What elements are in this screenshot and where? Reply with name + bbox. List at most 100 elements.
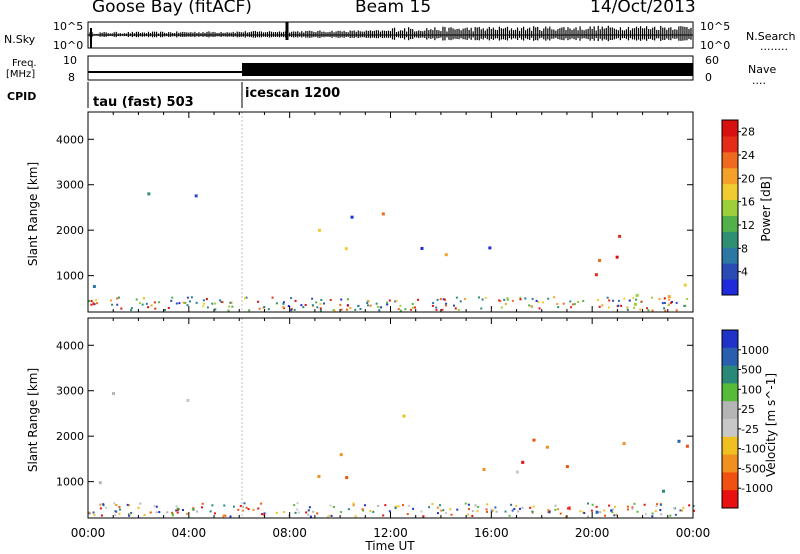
echo-noise-cell [352,504,355,507]
echo-noise-cell [595,505,598,508]
echo-noise-cell [557,508,560,511]
echo-noise-cell [455,296,458,299]
echo-noise-cell [290,308,293,311]
echo-noise-cell [366,304,369,307]
echo-noise-cell [566,507,569,510]
echo-noise-cell [631,507,634,510]
echo-noise-cell [490,508,493,511]
echo-cell [318,228,322,232]
echo-noise-cell [211,302,214,305]
echo-cell [345,476,349,480]
echo-noise-cell [635,298,638,301]
echo-noise-cell [500,306,503,309]
echo-noise-cell [271,296,274,299]
echo-noise-cell [583,512,586,515]
echo-noise-cell [227,309,230,312]
echo-noise-cell [369,509,372,512]
echo-noise-cell [663,307,666,310]
echo-noise-cell [548,511,551,514]
echo-noise-cell [572,303,575,306]
echo-noise-cell [117,296,120,299]
echo-noise-cell [537,301,540,304]
echo-noise-cell [290,297,293,300]
echo-cell [594,273,598,277]
echo-noise-cell [96,302,99,305]
echo-noise-cell [185,512,188,515]
echo-noise-cell [620,304,623,307]
echo-noise-cell [375,302,378,305]
echo-cell [618,234,622,238]
echo-noise-cell [340,308,343,311]
x-tick-label: 08:00 [272,526,307,540]
echo-noise-cell [674,513,677,516]
echo-noise-cell [130,309,133,312]
echo-noise-cell [243,502,246,505]
echo-noise-cell [245,296,248,299]
echo-noise-cell [485,510,488,513]
velocity-colorbar-swatch [722,347,738,367]
echo-noise-cell [613,505,616,508]
echo-noise-cell [626,306,629,309]
echo-noise-cell [591,503,594,506]
echo-noise-cell [340,511,343,514]
freq-nave-block [242,63,693,76]
echo-noise-cell [201,502,204,505]
echo-noise-cell [382,514,385,517]
echo-noise-cell [357,305,360,308]
echo-noise-cell [282,306,285,309]
nsearch-label: N.Search [746,30,796,43]
echo-noise-cell [158,301,161,304]
echo-noise-cell [388,510,391,513]
echo-noise-cell [445,302,448,305]
echo-noise-cell [506,298,509,301]
echo-noise-cell [617,299,620,302]
echo-noise-cell [302,306,305,309]
echo-noise-cell [166,511,169,514]
echo-noise-cell [664,309,667,312]
x-tick-label: 00:00 [676,526,711,540]
echo-noise-cell [175,302,178,305]
echo-cell [488,246,492,250]
echo-noise-cell [499,299,502,302]
echo-noise-cell [182,301,185,304]
echo-noise-cell [315,301,318,304]
echo-noise-cell [547,297,550,300]
echo-noise-cell [228,305,231,308]
nave-legend-dots: .... [752,74,766,87]
echo-noise-cell [248,309,251,312]
echo-noise-cell [601,304,604,307]
echo-noise-cell [316,306,319,309]
echo-noise-cell [570,306,573,309]
echo-noise-cell [230,301,233,304]
echo-cell [317,474,321,478]
echo-noise-cell [610,509,613,512]
echo-cell [92,285,96,289]
echo-noise-cell [663,302,666,305]
echo-cell [598,258,602,262]
x-tick-label: 16:00 [474,526,509,540]
echo-noise-cell [442,298,445,301]
echo-noise-cell [388,299,391,302]
echo-noise-cell [263,513,266,516]
echo-noise-cell [399,304,402,307]
power-colorbar-label: Power [dB] [759,176,773,241]
echo-noise-cell [412,507,415,510]
echo-noise-cell [613,514,616,517]
power-ytick-label: 4000 [56,133,84,146]
echo-noise-cell [632,297,635,300]
echo-noise-cell [260,502,263,505]
echo-noise-cell [105,506,108,509]
echo-noise-cell [626,308,629,311]
echo-noise-cell [612,299,615,302]
echo-noise-cell [118,512,121,515]
echo-noise-cell [386,303,389,306]
echo-cell [521,460,525,464]
echo-noise-cell [422,515,425,518]
echo-noise-cell [518,507,521,510]
echo-noise-cell [241,509,244,512]
echo-noise-cell [471,514,474,517]
power-colorbar-frame [721,119,739,296]
echo-noise-cell [323,302,326,305]
echo-noise-cell [223,504,226,507]
echo-noise-cell [327,515,330,518]
